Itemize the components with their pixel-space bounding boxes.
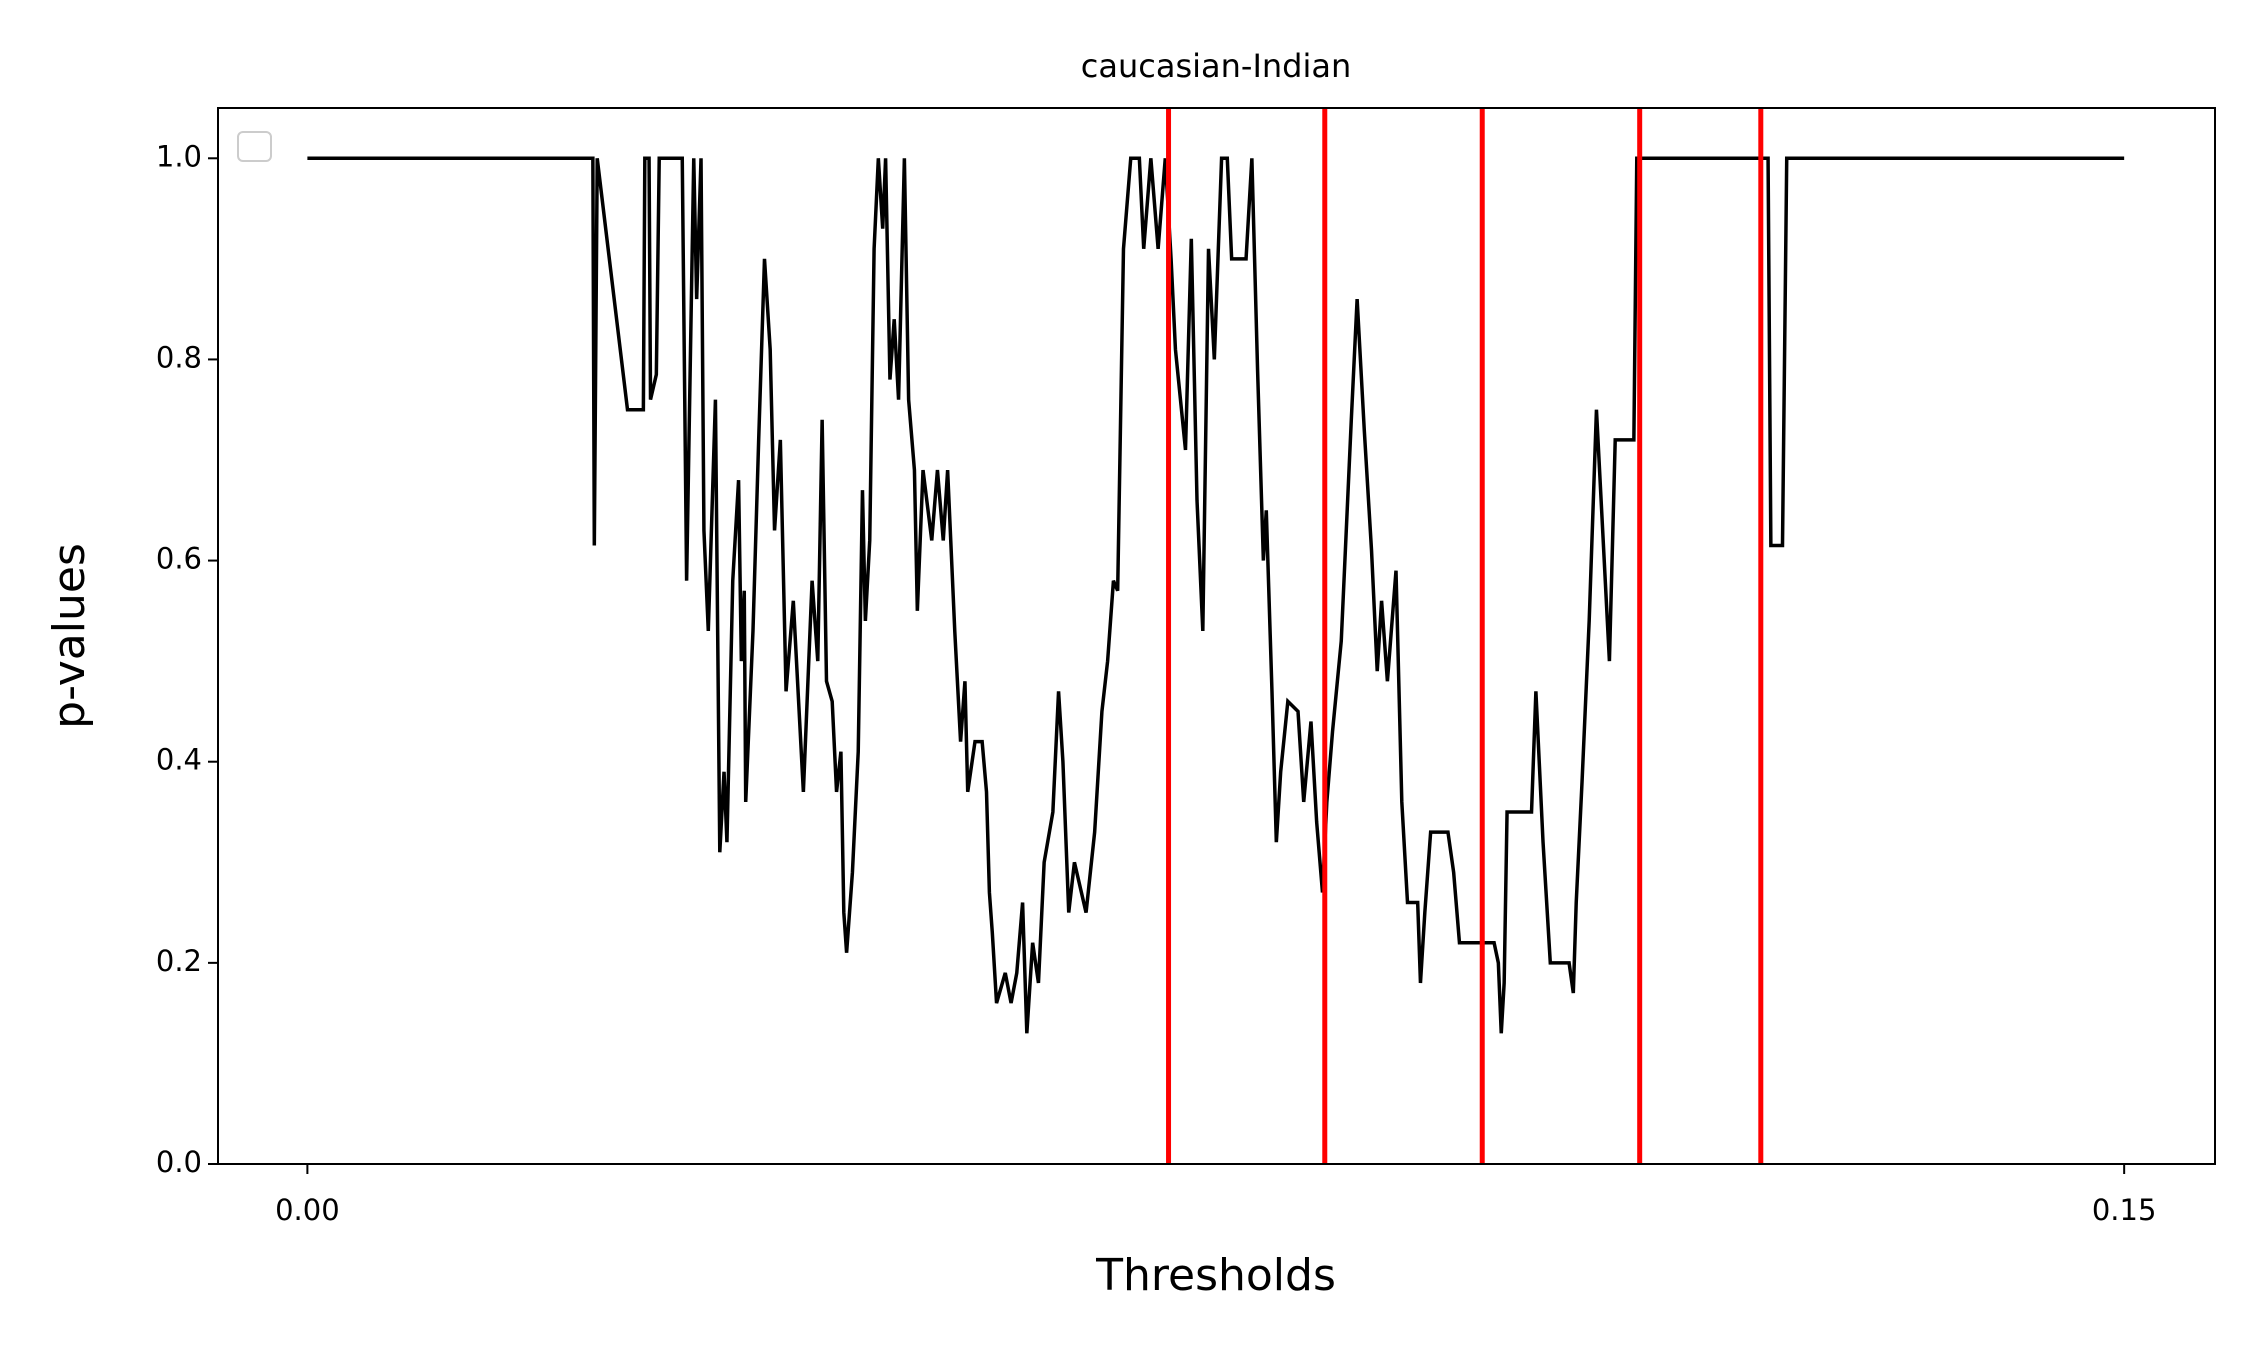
x-tick-label: 0.00 [275, 1193, 340, 1227]
data-line [307, 156, 2125, 1034]
y-tick-label: 0.2 [156, 944, 202, 978]
x-tick-label: 0.15 [2092, 1193, 2157, 1227]
legend-box [237, 131, 272, 162]
y-tick-label: 1.0 [156, 139, 202, 173]
axes-frame [217, 107, 2216, 1165]
plot-area [307, 108, 2125, 1164]
y-tick-label: 0.4 [156, 743, 202, 777]
y-tick-label: 0.0 [156, 1145, 202, 1179]
y-axis-label: p-values [44, 543, 95, 729]
x-axis-label: Thresholds [1095, 1250, 1336, 1301]
y-tick-label: 0.8 [156, 340, 202, 374]
y-tick-label: 0.6 [156, 542, 202, 576]
chart-title: caucasian-Indian [1081, 47, 1352, 85]
